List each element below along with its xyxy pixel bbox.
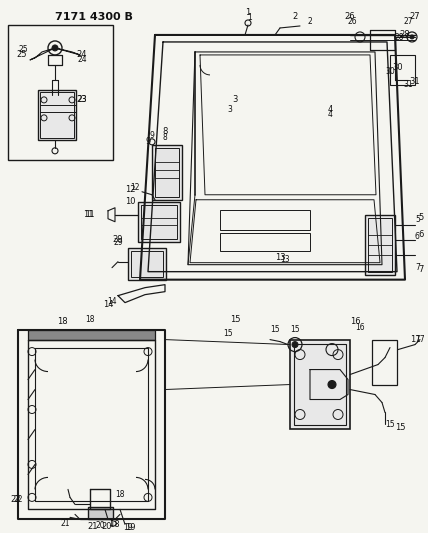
Text: 15: 15: [230, 315, 240, 324]
Circle shape: [328, 381, 336, 389]
Text: 13: 13: [280, 255, 290, 264]
Bar: [155, 148, 179, 197]
Text: 19: 19: [123, 523, 133, 532]
Bar: [128, 248, 166, 280]
Text: 2: 2: [292, 12, 297, 21]
Text: 15: 15: [395, 423, 405, 432]
Bar: [40, 92, 74, 138]
Bar: [141, 205, 177, 239]
Text: 9: 9: [146, 138, 151, 147]
Text: 9: 9: [149, 131, 155, 140]
Text: 2: 2: [308, 18, 312, 27]
Circle shape: [292, 342, 298, 348]
Text: 20: 20: [95, 521, 105, 530]
Bar: [88, 507, 113, 519]
Bar: [365, 215, 395, 274]
Bar: [220, 210, 310, 230]
Text: 27: 27: [410, 12, 420, 21]
Text: 20: 20: [101, 522, 112, 531]
Text: 18: 18: [85, 315, 95, 324]
Bar: [220, 233, 310, 251]
Text: 15: 15: [290, 325, 300, 334]
Text: 25: 25: [18, 45, 28, 54]
Text: 11: 11: [85, 210, 95, 219]
Text: 21: 21: [60, 519, 70, 528]
Text: 8: 8: [162, 127, 168, 136]
Bar: [8, 25, 113, 160]
Text: 18: 18: [110, 520, 120, 529]
Text: 7: 7: [415, 263, 420, 272]
Text: 15: 15: [270, 325, 280, 334]
Text: 16: 16: [350, 317, 360, 326]
Text: 7: 7: [418, 265, 423, 274]
Text: 5: 5: [415, 215, 420, 224]
Text: 28: 28: [395, 34, 404, 43]
Text: 30: 30: [392, 63, 403, 72]
Text: 5: 5: [418, 213, 423, 222]
Text: 25: 25: [17, 51, 27, 60]
Text: 23: 23: [77, 95, 87, 104]
Bar: [294, 344, 346, 425]
Circle shape: [52, 45, 58, 51]
Text: 14: 14: [107, 297, 117, 306]
Text: 26: 26: [347, 18, 357, 27]
Bar: [28, 329, 155, 340]
Text: 10: 10: [125, 197, 135, 206]
Text: 28: 28: [400, 30, 410, 39]
Text: 4: 4: [327, 106, 333, 115]
Text: 18: 18: [56, 317, 67, 326]
Text: 29: 29: [113, 235, 123, 244]
Circle shape: [410, 35, 414, 39]
Text: 19: 19: [125, 523, 135, 532]
Text: 12: 12: [130, 183, 140, 192]
Text: 27: 27: [403, 18, 413, 27]
Bar: [390, 55, 415, 85]
Text: 11: 11: [83, 210, 93, 219]
Text: 1: 1: [248, 13, 253, 22]
Text: 23: 23: [77, 95, 87, 104]
Text: 22: 22: [13, 495, 23, 504]
Text: 14: 14: [103, 300, 113, 309]
Text: 15: 15: [223, 329, 233, 338]
Text: 13: 13: [275, 253, 285, 262]
Text: 18: 18: [115, 490, 125, 499]
Text: 1: 1: [245, 9, 251, 18]
Text: 24: 24: [77, 55, 87, 64]
Bar: [38, 90, 76, 140]
Bar: [138, 202, 180, 241]
Text: 3: 3: [228, 106, 232, 115]
Text: 8: 8: [163, 133, 167, 142]
Text: 3: 3: [232, 95, 238, 104]
Text: 30: 30: [385, 67, 395, 76]
Text: 6: 6: [418, 230, 423, 239]
Text: 17: 17: [410, 335, 420, 344]
Text: 7171 4300 B: 7171 4300 B: [55, 12, 133, 22]
Text: 15: 15: [385, 420, 395, 429]
Text: 29: 29: [113, 238, 123, 247]
Text: 31: 31: [403, 80, 413, 90]
Bar: [290, 340, 350, 430]
Text: 22: 22: [11, 495, 21, 504]
Text: 31: 31: [410, 77, 420, 86]
Text: 24: 24: [77, 51, 87, 60]
Text: 16: 16: [355, 323, 365, 332]
Text: 26: 26: [345, 12, 355, 21]
Bar: [152, 145, 182, 200]
Bar: [368, 218, 392, 272]
Text: 12: 12: [125, 185, 135, 194]
Text: 21: 21: [87, 522, 98, 531]
Text: 15: 15: [108, 519, 118, 528]
Text: 6: 6: [415, 232, 420, 241]
Bar: [131, 251, 163, 277]
Text: 17: 17: [415, 335, 425, 344]
Bar: [372, 340, 397, 384]
Text: 4: 4: [327, 110, 333, 119]
